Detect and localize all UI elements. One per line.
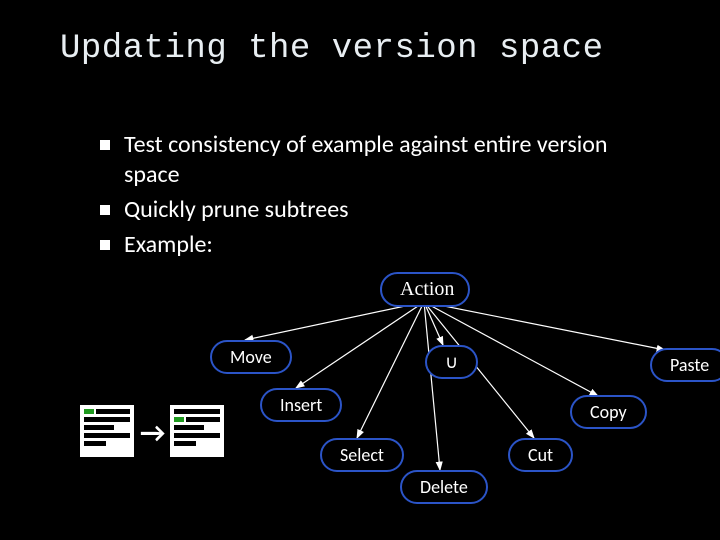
bullet-marker <box>100 140 110 150</box>
bullet-text: Quickly prune subtrees <box>124 195 650 225</box>
transition-arrow-icon: → <box>140 415 165 450</box>
node-cut: Cut <box>508 438 573 472</box>
bullet-text: Test consistency of example against enti… <box>124 130 650 190</box>
node-union: ∪ <box>425 345 478 379</box>
node-copy: Copy <box>570 395 647 429</box>
node-move: Move <box>210 340 292 374</box>
node-action: Action <box>380 272 470 307</box>
bullet-item: Quickly prune subtrees <box>100 195 650 225</box>
node-delete: Delete <box>400 470 488 504</box>
state-before-icon <box>80 405 134 457</box>
bullet-marker <box>100 240 110 250</box>
node-paste: Paste <box>650 348 720 382</box>
page-title: Updating the version space <box>60 30 604 68</box>
bullet-marker <box>100 205 110 215</box>
bullet-list: Test consistency of example against enti… <box>100 130 650 265</box>
bullet-item: Example: <box>100 230 650 260</box>
node-select: Select <box>320 438 404 472</box>
bullet-text: Example: <box>124 230 650 260</box>
bullet-item: Test consistency of example against enti… <box>100 130 650 190</box>
state-after-icon <box>170 405 224 457</box>
node-insert: Insert <box>260 388 342 422</box>
